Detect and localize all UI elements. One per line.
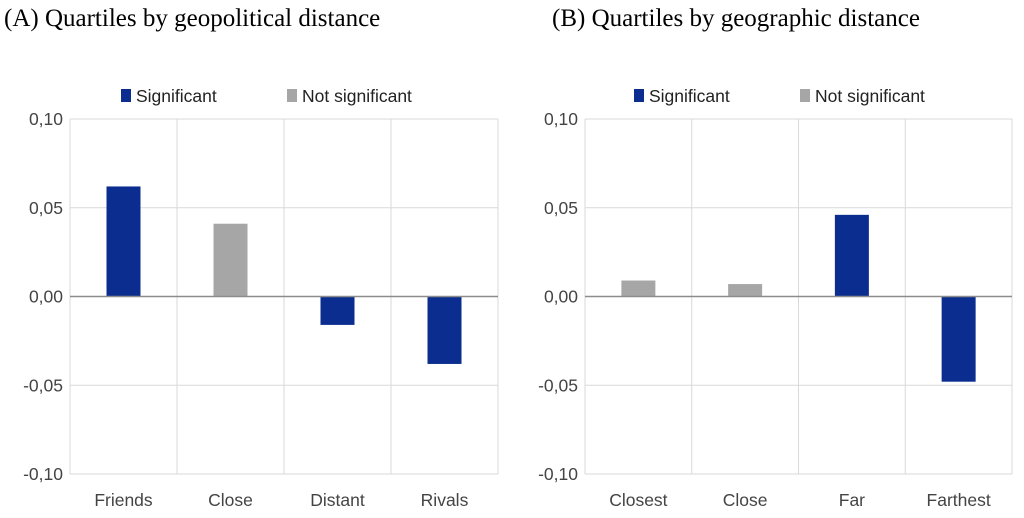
bar-close <box>213 223 248 297</box>
legend-swatch-significant <box>634 89 644 102</box>
bar-friends <box>106 186 141 297</box>
y-tick-label: 0,05 <box>29 198 63 218</box>
x-category-label: Farthest <box>927 490 991 510</box>
bar-closest <box>621 280 656 297</box>
x-category-label: Distant <box>310 490 365 510</box>
chart-panel-b: (B) Quartiles by geographic distance 0,1… <box>512 0 1024 518</box>
y-tick-label: 0,00 <box>29 287 63 307</box>
y-tick-label: -0,05 <box>23 375 63 395</box>
y-tick-label: 0,00 <box>544 287 578 307</box>
x-category-label: Far <box>839 490 865 510</box>
legend-label-not-significant: Not significant <box>302 86 412 106</box>
x-category-label: Closest <box>609 490 667 510</box>
bar-farthest <box>941 296 976 382</box>
bar-far <box>834 214 869 297</box>
legend-label-significant: Significant <box>136 86 217 106</box>
y-tick-label: -0,10 <box>23 464 63 484</box>
chart-panel-a: (A) Quartiles by geopolitical distance 0… <box>4 5 499 510</box>
x-category-label: Close <box>208 490 253 510</box>
legend-swatch-not-significant <box>287 89 297 102</box>
legend-label-not-significant: Not significant <box>815 86 925 106</box>
chart-title: (B) Quartiles by geographic distance <box>552 5 920 32</box>
y-tick-label: 0,10 <box>29 109 63 129</box>
x-category-label: Close <box>723 490 768 510</box>
y-tick-label: 0,10 <box>544 109 578 129</box>
x-category-label: Friends <box>94 490 153 510</box>
legend-swatch-not-significant <box>800 89 810 102</box>
chart-title: (A) Quartiles by geopolitical distance <box>4 5 381 32</box>
legend-swatch-significant <box>121 89 131 102</box>
chart-b-canvas: 0,10 0,05 0,00 -0,05 -0,10 Closest Close Far Far… <box>538 86 1013 510</box>
y-tick-label: -0,10 <box>538 464 578 484</box>
x-category-label: Rivals <box>421 490 469 510</box>
bar-rivals <box>427 296 462 364</box>
y-tick-label: -0,05 <box>538 375 578 395</box>
bar-distant <box>320 296 355 325</box>
legend-label-significant: Significant <box>649 86 730 106</box>
chart-a-canvas: 0,10 0,05 0,00 -0,05 -0,10 Friends Close Distan… <box>23 86 499 510</box>
y-tick-label: 0,05 <box>544 198 578 218</box>
bar-close <box>728 284 763 297</box>
